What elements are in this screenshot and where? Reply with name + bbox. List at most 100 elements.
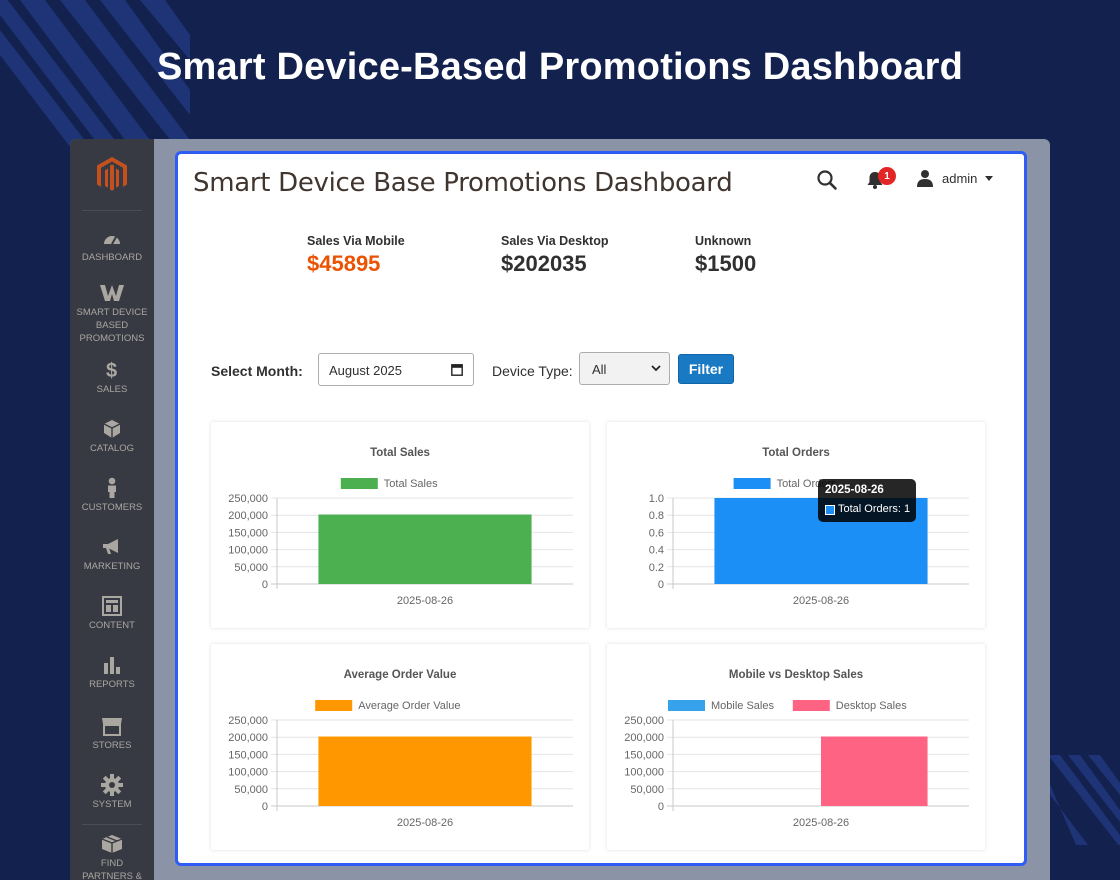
- legend-label: Average Order Value: [358, 700, 460, 712]
- sidebar-item-system[interactable]: SYSTEM: [70, 774, 154, 811]
- sidebar-item-sales[interactable]: $ SALES: [70, 359, 154, 396]
- y-tick-label: 250,000: [228, 715, 268, 727]
- dollar-icon: $: [105, 359, 119, 381]
- sidebar-item-label: DASHBOARD: [81, 252, 143, 263]
- legend-label: Mobile Sales: [711, 700, 774, 712]
- y-tick-label: 50,000: [234, 562, 268, 574]
- sidebar-item-catalog[interactable]: CATALOG: [70, 418, 154, 455]
- page-title: Smart Device Base Promotions Dashboard: [193, 168, 733, 198]
- y-tick-label: 0: [262, 579, 268, 591]
- sidebar-item-stores[interactable]: STORES: [70, 715, 154, 752]
- month-picker-input[interactable]: August 2025: [318, 353, 474, 386]
- sidebar-item-customers[interactable]: CUSTOMERS: [70, 477, 154, 514]
- notification-badge[interactable]: 1: [878, 167, 896, 185]
- filter-button[interactable]: Filter: [678, 354, 734, 384]
- magento-logo-icon[interactable]: [82, 139, 142, 211]
- legend-swatch: [792, 700, 830, 711]
- cube-icon: [102, 418, 122, 440]
- sidebar-item-label: CONTENT: [89, 620, 135, 631]
- bar-total-sales: [318, 514, 532, 584]
- y-tick-label: 0: [658, 801, 664, 813]
- month-label: Select Month:: [211, 363, 303, 379]
- layout-icon: [102, 595, 122, 617]
- chart-title: Average Order Value: [344, 669, 457, 681]
- megaphone-icon: [101, 536, 123, 558]
- legend-label: Desktop Sales: [836, 700, 907, 712]
- y-tick-label: 100,000: [624, 767, 664, 779]
- sidebar-item-label: SYSTEM: [92, 799, 132, 810]
- device-type-label: Device Type:: [492, 363, 573, 379]
- stat-value: $1500: [695, 251, 757, 276]
- legend-swatch: [340, 478, 378, 489]
- bar-average-order-value: [318, 736, 532, 806]
- sidebar-item-smart-device-based-promotions[interactable]: SMART DEVICE BASED PROMOTIONS: [70, 282, 154, 345]
- sidebar-item-reports[interactable]: REPORTS: [70, 654, 154, 691]
- sidebar-item-dashboard[interactable]: DASHBOARD: [70, 227, 154, 264]
- sidebar-item-marketing[interactable]: MARKETING: [70, 536, 154, 573]
- y-tick-label: 50,000: [630, 784, 664, 796]
- y-tick-label: 0: [658, 579, 664, 591]
- sidebar-item-label: FIND PARTNERS & EXTENSIONS: [82, 858, 142, 880]
- y-tick-label: 1.0: [649, 493, 664, 505]
- sidebar-item-label: CATALOG: [90, 443, 134, 454]
- y-tick-label: 50,000: [234, 784, 268, 796]
- stat-label: Sales Via Desktop: [501, 234, 609, 248]
- y-tick-label: 0.2: [649, 562, 664, 574]
- person-icon: [105, 477, 119, 499]
- y-tick-label: 0.8: [649, 510, 664, 522]
- tooltip-swatch: [825, 505, 835, 515]
- device-type-value: All: [592, 362, 607, 377]
- x-tick-label: 2025-08-26: [397, 817, 453, 829]
- banner-title: Smart Device-Based Promotions Dashboard: [156, 46, 964, 88]
- search-icon[interactable]: [816, 169, 838, 196]
- decorative-stripes-bottom: [1048, 755, 1120, 845]
- admin-username: admin: [942, 170, 978, 186]
- tooltip-body: Total Orders: 1: [838, 503, 911, 515]
- y-tick-label: 250,000: [624, 715, 664, 727]
- y-tick-label: 200,000: [228, 732, 268, 744]
- sidebar-item-label: SMART DEVICE BASED PROMOTIONS: [76, 307, 148, 344]
- stat-mobile-sales: Sales Via Mobile $45895: [307, 234, 405, 277]
- y-tick-label: 250,000: [228, 493, 268, 505]
- admin-user-menu[interactable]: admin: [916, 169, 994, 187]
- chart-card-total-orders: Total Orders Total Orders 1.0 0.8 0.6 0.4 0.2 0…: [607, 422, 985, 628]
- stat-unknown-sales: Unknown $1500: [695, 234, 756, 277]
- y-tick-label: 100,000: [228, 545, 268, 557]
- stat-label: Sales Via Mobile: [307, 234, 405, 248]
- chart-tooltip: 2025-08-26 Total Orders: 1: [818, 479, 916, 522]
- y-tick-label: 200,000: [624, 732, 664, 744]
- legend-swatch: [733, 478, 771, 489]
- sidebar-item-label: REPORTS: [89, 679, 135, 690]
- store-icon: [101, 715, 123, 737]
- gauge-icon: [102, 227, 122, 249]
- tooltip-title: 2025-08-26: [825, 484, 884, 496]
- decorative-stripes: [0, 0, 190, 160]
- device-type-select[interactable]: All: [579, 352, 670, 385]
- chart-title: Mobile vs Desktop Sales: [729, 669, 863, 681]
- user-icon: [917, 170, 933, 187]
- chevron-down-icon: [985, 175, 994, 181]
- legend-swatch: [668, 700, 705, 711]
- chart-card-total-sales: Total Sales Total Sales 250,000 200,000 150,…: [211, 422, 589, 628]
- box-icon: [101, 833, 123, 855]
- chart-title: Total Sales: [370, 447, 430, 459]
- sidebar-item-label: SALES: [96, 384, 128, 395]
- y-tick-label: 150,000: [228, 527, 268, 539]
- chart-card-mobile-vs-desktop: Mobile vs Desktop Sales Mobile Sales Deskt…: [607, 644, 985, 850]
- y-tick-label: 0.6: [649, 527, 664, 539]
- legend-label: Total Sales: [384, 478, 438, 490]
- w-logo-icon: [99, 282, 125, 304]
- chart-card-average-order-value: Average Order Value Average Order Value 25…: [211, 644, 589, 850]
- sidebar-item-find-partners-extensions[interactable]: FIND PARTNERS & EXTENSIONS: [70, 833, 154, 880]
- x-tick-label: 2025-08-26: [793, 817, 849, 829]
- sidebar-item-content[interactable]: CONTENT: [70, 595, 154, 632]
- sidebar: DASHBOARD SMART DEVICE BASED PROMOTIONS $ S…: [70, 139, 154, 880]
- bar-chart-icon: [102, 654, 122, 676]
- sidebar-item-label: MARKETING: [83, 561, 141, 572]
- calendar-icon[interactable]: [451, 363, 463, 376]
- x-tick-label: 2025-08-26: [397, 595, 453, 607]
- y-tick-label: 0.4: [649, 545, 664, 557]
- y-tick-label: 200,000: [228, 510, 268, 522]
- bar-desktop-sales: [821, 736, 928, 806]
- sidebar-divider: [82, 824, 142, 825]
